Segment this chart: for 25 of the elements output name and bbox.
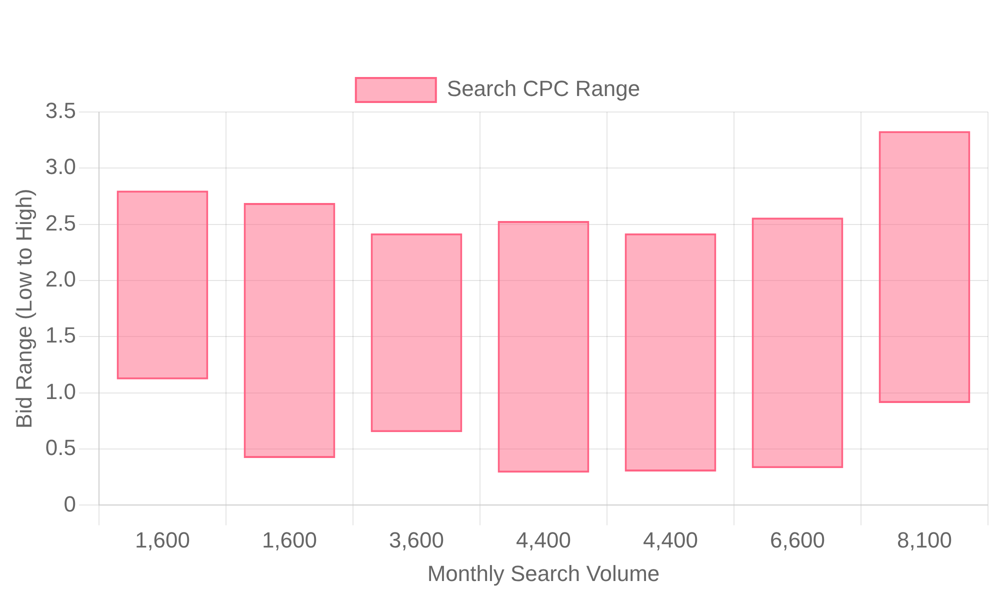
bar xyxy=(370,233,462,432)
bar xyxy=(752,218,844,468)
y-tick-label: 2.0 xyxy=(45,266,76,292)
y-axis-title: Bid Range (Low to High) xyxy=(11,188,36,428)
x-tick-label: 6,600 xyxy=(770,527,826,552)
x-tick-label: 1,600 xyxy=(262,527,318,552)
y-tick-label: 1.5 xyxy=(45,322,76,348)
y-tick-label: 0 xyxy=(64,491,76,516)
x-tick-label: 8,100 xyxy=(896,527,952,552)
y-tick-label: 3.5 xyxy=(45,98,76,124)
x-tick-label: 4,400 xyxy=(642,527,698,552)
bar xyxy=(498,220,590,473)
bar xyxy=(244,203,336,458)
x-tick-label: 1,600 xyxy=(134,527,190,552)
bar xyxy=(624,233,716,472)
y-tick-label: 3.0 xyxy=(45,154,76,180)
x-tick-label: 4,400 xyxy=(516,527,572,552)
y-tick-label: 0.5 xyxy=(45,435,76,460)
y-tick-label: 2.5 xyxy=(45,210,76,236)
x-tick-label: 3,600 xyxy=(388,527,444,552)
bar xyxy=(878,131,970,403)
bar xyxy=(116,190,208,380)
x-axis-title: Monthly Search Volume xyxy=(427,560,660,586)
y-tick-label: 1.0 xyxy=(45,378,76,404)
legend-label: Search CPC Range xyxy=(446,76,640,102)
